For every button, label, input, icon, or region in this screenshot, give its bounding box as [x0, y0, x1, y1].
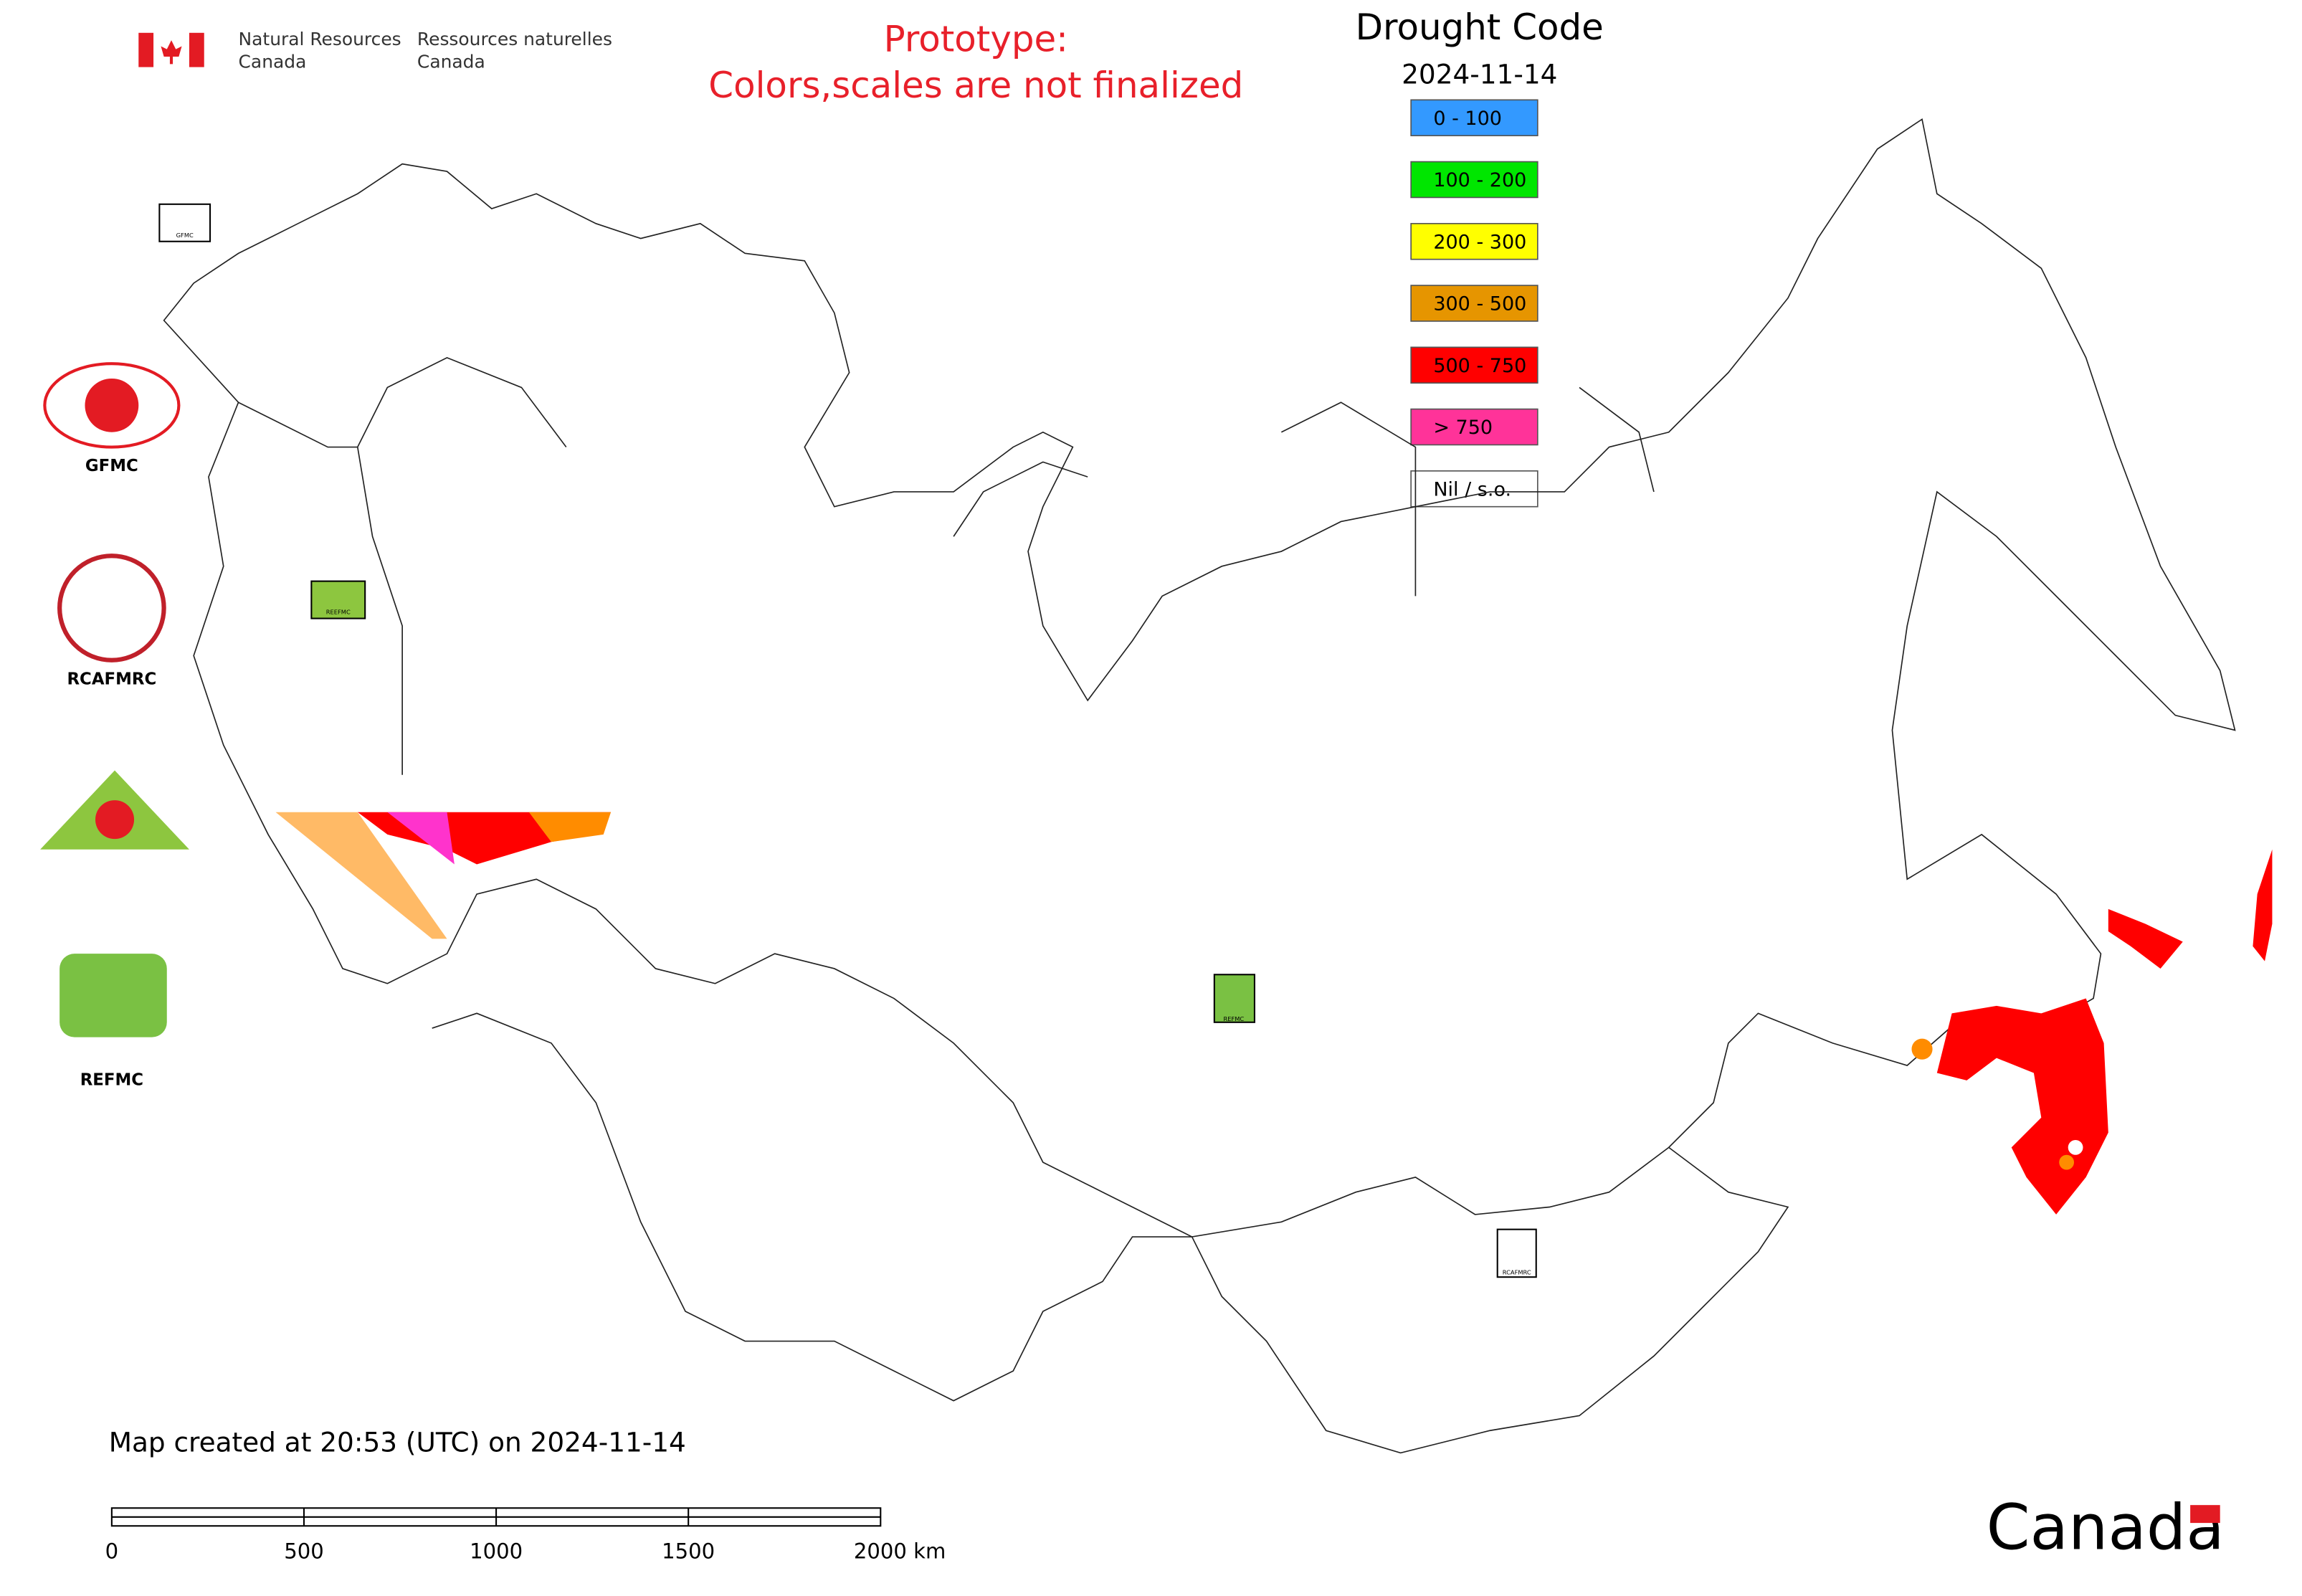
legend-swatch [1410, 99, 1538, 137]
dept-en: Canada [239, 51, 307, 72]
map-logo-label: REEFMC [326, 609, 351, 616]
legend-swatch [1410, 346, 1538, 384]
legend-swatch [1410, 285, 1538, 322]
scale-label: 500 [284, 1539, 324, 1564]
legend-swatch [1410, 470, 1538, 508]
legend-label: 0 - 100 [1433, 108, 1502, 130]
legend-label: Nil / s.o. [1433, 478, 1511, 500]
flag-bar [189, 32, 204, 67]
dept-en: Natural Resources [239, 29, 401, 49]
logo-label: RCAFMRC [67, 670, 156, 688]
scale-label: 0 [105, 1539, 119, 1564]
logo-label: REFMC [80, 1070, 143, 1089]
notice: Prototype: [884, 19, 1068, 60]
logos: GFMC RCAFMRC REFMC GFMC REEFMC REFMC RCA… [40, 203, 1537, 1278]
map-logo-label: GFMC [176, 232, 194, 239]
scale-bar [110, 1507, 882, 1527]
scale-label: 1500 [662, 1539, 715, 1564]
map-outlines [163, 118, 2236, 1454]
legend-label: 100 - 200 [1433, 169, 1526, 191]
map-logo-label: REFMC [1223, 1015, 1244, 1022]
scale-label: 2000 km [854, 1539, 946, 1564]
map-logo-label: RCAFMRC [1503, 1268, 1531, 1276]
legend: 0 - 100 100 - 200 200 - 300 300 - 500 500 - … [1410, 99, 1538, 508]
dept-fr: Ressources naturelles [417, 29, 612, 49]
legend-label: > 750 [1433, 417, 1493, 439]
legend-title: Drought Code [1356, 6, 1604, 48]
notice: Colors,scales are not finalized [708, 65, 1243, 106]
legend-swatch [1410, 161, 1538, 199]
legend-swatch [1410, 222, 1538, 260]
legend-label: 500 - 750 [1433, 355, 1526, 377]
scale-label: 1000 [470, 1539, 523, 1564]
logo-label: GFMC [85, 457, 138, 475]
footer: Map created at 20:53 (UTC) on 2024-11-14 [109, 1426, 686, 1458]
legend-label: 300 - 500 [1433, 293, 1526, 315]
legend-swatch [1410, 408, 1538, 446]
canada-wordmark: Canada [1987, 1491, 2225, 1564]
legend-date: 2024-11-14 [1402, 59, 1557, 90]
dept-fr: Canada [417, 51, 485, 72]
fire-danger-areas [275, 812, 2273, 1215]
wordmark-flag [2190, 1505, 2220, 1524]
flag-bar [138, 32, 154, 67]
legend-label: 200 - 300 [1433, 231, 1526, 253]
flag-leaf [161, 40, 182, 65]
